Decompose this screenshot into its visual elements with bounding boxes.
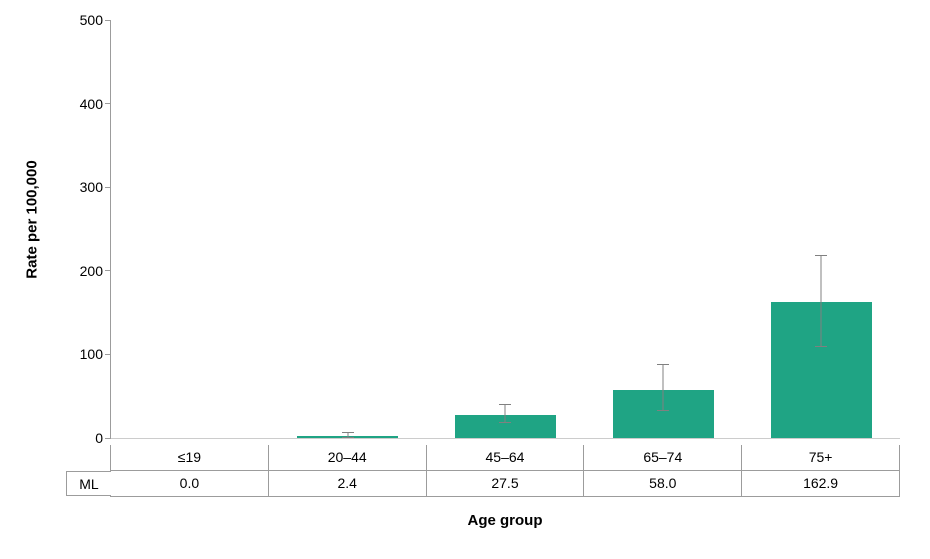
category-cell: 45–64 (426, 445, 584, 470)
rate-by-age-chart: Rate per 100,000 0100200300400500 ≤1920–… (0, 0, 930, 559)
plot-area: 0100200300400500 (110, 20, 900, 439)
value-cell: 0.0 (111, 471, 268, 496)
y-axis-title: Rate per 100,000 (20, 0, 44, 439)
y-tick-mark (105, 270, 111, 271)
y-tick-mark (105, 20, 111, 21)
bar-slot (427, 20, 585, 438)
category-cell: 75+ (741, 445, 899, 470)
value-cell: 162.9 (741, 471, 899, 496)
y-tick-mark (105, 354, 111, 355)
bar-slot (111, 20, 269, 438)
category-cell: 20–44 (268, 445, 426, 470)
value-cell: 58.0 (583, 471, 741, 496)
x-axis-title: Age group (110, 512, 900, 529)
y-tick-mark (105, 103, 111, 104)
category-cell: ≤19 (111, 445, 268, 470)
category-row: ≤1920–4445–6465–7475+ (111, 445, 899, 470)
y-axis-title-text: Rate per 100,000 (24, 160, 41, 278)
value-row: ML 0.02.427.558.0162.9 (111, 470, 899, 496)
y-tick-mark (105, 438, 111, 439)
category-cell: 65–74 (583, 445, 741, 470)
value-cell: 2.4 (268, 471, 426, 496)
bars-container (111, 20, 900, 438)
bar-slot (742, 20, 900, 438)
bar-slot (584, 20, 742, 438)
bar-slot (269, 20, 427, 438)
value-cell: 27.5 (426, 471, 584, 496)
category-data-table: ≤1920–4445–6465–7475+ ML 0.02.427.558.01… (110, 445, 900, 497)
y-tick-mark (105, 187, 111, 188)
value-row-header: ML (66, 471, 111, 496)
